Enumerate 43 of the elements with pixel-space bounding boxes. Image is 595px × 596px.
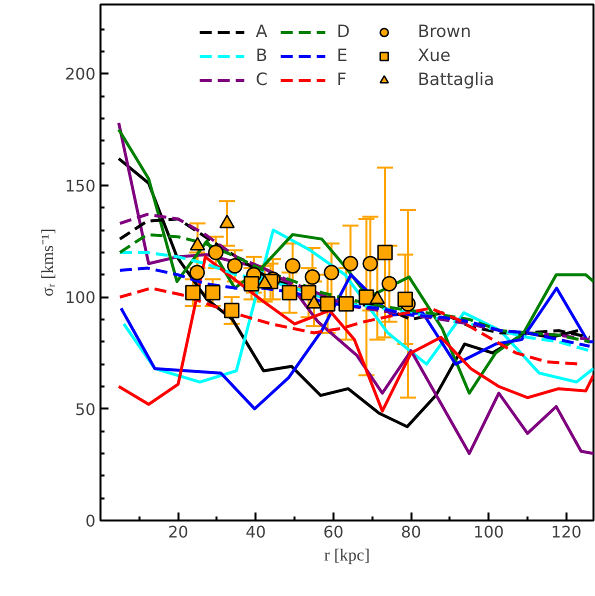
point (362, 256, 378, 272)
point (397, 292, 413, 308)
x-tick-label: 80 (400, 522, 422, 542)
point (304, 269, 320, 285)
point (358, 289, 374, 305)
y-tick-label: 100 (64, 288, 96, 308)
x-tick-label: 100 (473, 522, 504, 542)
point (320, 296, 336, 312)
legend-label: Battaglia (418, 70, 494, 90)
legend-label: Xue (418, 46, 451, 66)
x-tick-label: 20 (168, 522, 188, 542)
y-axis-title: σᵣ [kms⁻¹] (38, 228, 57, 297)
x-tick-label: 40 (246, 522, 266, 542)
point (342, 256, 358, 272)
legend-label: C (256, 70, 269, 90)
legend-label: D (336, 22, 351, 42)
y-tick-label: 150 (64, 176, 96, 196)
line-series (117, 121, 594, 455)
point (377, 244, 393, 260)
point (282, 284, 298, 300)
x-axis-title: r [kpc] (324, 546, 370, 564)
point (204, 284, 220, 300)
point (208, 244, 224, 260)
point (284, 258, 300, 274)
point (338, 296, 354, 312)
legend-label: F (336, 70, 348, 90)
y-tick-label: 0 (85, 512, 96, 530)
legend-label: Brown (418, 22, 472, 42)
legend-label: B (256, 46, 268, 66)
x-tick-label: 60 (323, 522, 344, 542)
legend-label: E (336, 46, 348, 66)
point (324, 264, 340, 280)
point (185, 284, 201, 300)
point (382, 276, 398, 292)
point (227, 258, 243, 274)
y-tick-label: 200 (64, 64, 96, 84)
point (300, 284, 316, 300)
point (224, 302, 240, 318)
line-series (117, 128, 594, 395)
point (244, 276, 260, 292)
legend-label: A (256, 22, 268, 42)
x-tick-label: 120 (551, 522, 582, 542)
y-tick-label: 50 (75, 400, 96, 419)
